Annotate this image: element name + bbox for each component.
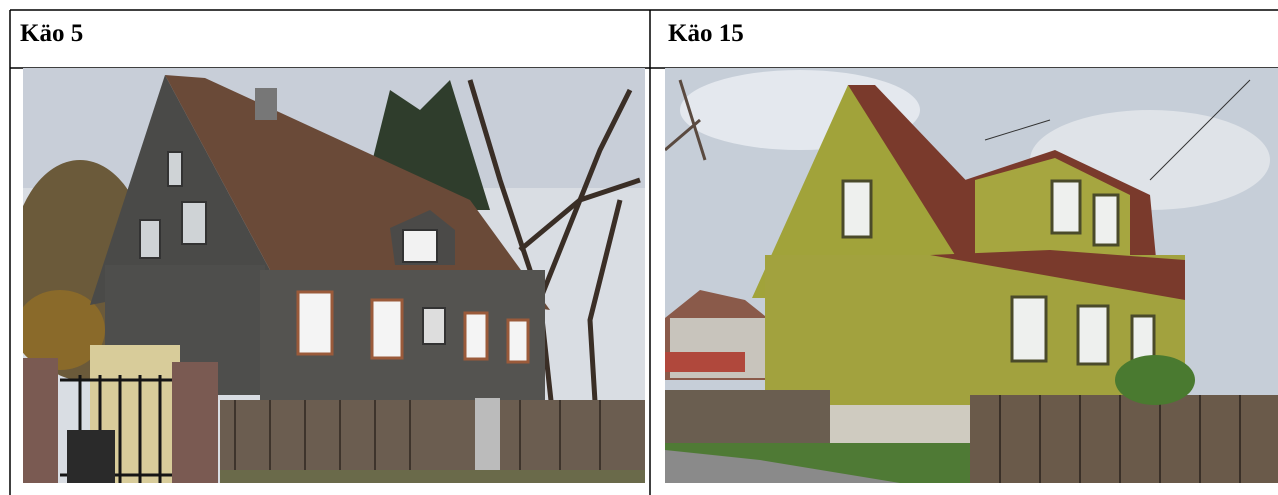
cell-title: Käo 15 (668, 20, 744, 47)
photo (10, 68, 645, 483)
cell-title: Käo 5 (20, 20, 83, 47)
photo (665, 68, 1278, 483)
document-table: Käo 5 Käo 15 (0, 0, 1278, 495)
